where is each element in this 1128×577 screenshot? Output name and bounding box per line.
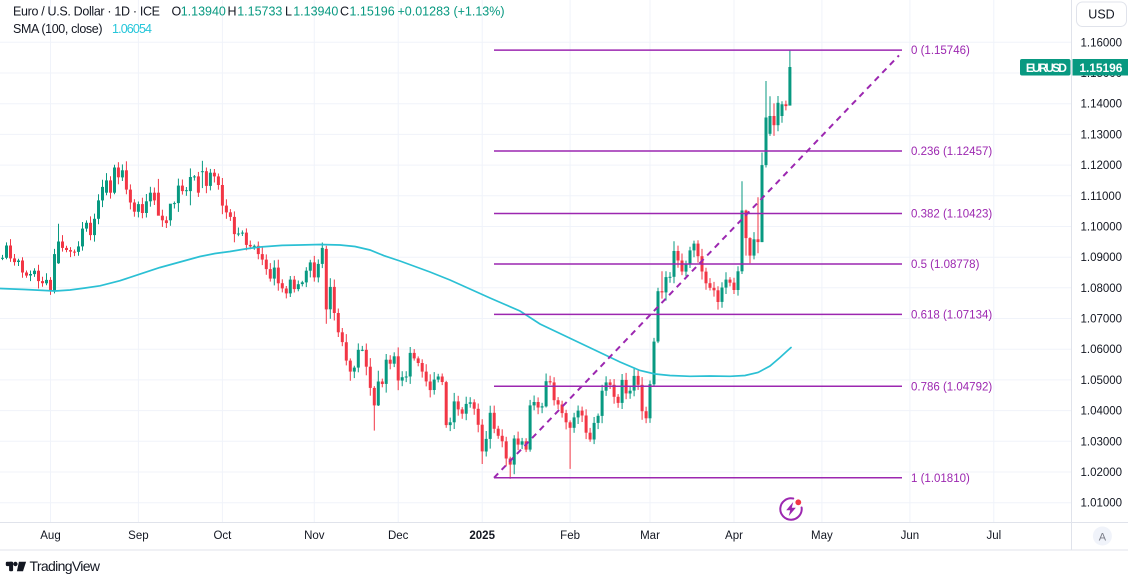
svg-text:0.618 (1.07134): 0.618 (1.07134) <box>911 309 992 321</box>
svg-text:2025: 2025 <box>469 530 495 542</box>
svg-text:0 (1.15746): 0 (1.15746) <box>911 45 970 57</box>
svg-text:Dec: Dec <box>388 530 409 542</box>
svg-text:1 (1.01810): 1 (1.01810) <box>911 473 970 485</box>
svg-text:1.09000: 1.09000 <box>1081 252 1123 264</box>
svg-text:May: May <box>811 530 833 542</box>
svg-text:1.14000: 1.14000 <box>1081 99 1123 111</box>
svg-text:1.03000: 1.03000 <box>1081 436 1123 448</box>
svg-text:A: A <box>1099 532 1107 544</box>
svg-text:Feb: Feb <box>560 530 580 542</box>
svg-text:0.382 (1.10423): 0.382 (1.10423) <box>911 209 992 221</box>
svg-text:USD: USD <box>1088 8 1114 22</box>
svg-text:1.02000: 1.02000 <box>1081 467 1123 479</box>
svg-text:TradingView: TradingView <box>30 558 101 574</box>
svg-text:Apr: Apr <box>725 530 743 542</box>
svg-text:Jun: Jun <box>901 530 920 542</box>
svg-text:Jul: Jul <box>986 530 1001 542</box>
svg-text:1.13000: 1.13000 <box>1081 129 1123 141</box>
svg-text:1.12000: 1.12000 <box>1081 160 1123 172</box>
svg-text:0.786 (1.04792): 0.786 (1.04792) <box>911 381 992 393</box>
svg-text:0.236 (1.12457): 0.236 (1.12457) <box>911 146 992 158</box>
svg-text:1.06054: 1.06054 <box>112 22 152 36</box>
svg-text:1.06000: 1.06000 <box>1081 344 1123 356</box>
svg-text:1.01000: 1.01000 <box>1081 498 1123 510</box>
svg-text:Euro / U.S. Dollar · 1D · ICE: Euro / U.S. Dollar · 1D · ICE <box>13 5 160 19</box>
svg-text:1.11000: 1.11000 <box>1081 191 1122 203</box>
svg-text:1.05000: 1.05000 <box>1081 375 1123 387</box>
svg-text:1.08000: 1.08000 <box>1081 283 1123 295</box>
svg-text:EURUSD: EURUSD <box>1026 61 1067 75</box>
svg-text:1.15196: 1.15196 <box>1079 61 1122 75</box>
svg-text:Oct: Oct <box>213 530 232 542</box>
svg-text:Aug: Aug <box>40 530 60 542</box>
svg-text:1.16000: 1.16000 <box>1081 37 1123 49</box>
svg-text:1.04000: 1.04000 <box>1081 406 1123 418</box>
svg-text:0.5 (1.08778): 0.5 (1.08778) <box>911 259 980 271</box>
svg-text:SMA (100, close): SMA (100, close) <box>13 22 103 36</box>
svg-text:Sep: Sep <box>128 530 148 542</box>
svg-text:Nov: Nov <box>304 530 325 542</box>
svg-text:1.07000: 1.07000 <box>1081 314 1123 326</box>
svg-text:Mar: Mar <box>640 530 660 542</box>
svg-text:1.10000: 1.10000 <box>1081 222 1123 234</box>
